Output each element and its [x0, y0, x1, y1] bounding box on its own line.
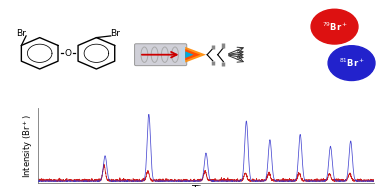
Text: $^{81}$Br$^+$: $^{81}$Br$^+$ [339, 57, 364, 69]
X-axis label: Time: Time [192, 185, 220, 187]
Y-axis label: Intensity (Br$^+$): Intensity (Br$^+$) [21, 114, 35, 178]
Text: Br: Br [110, 29, 120, 38]
Text: O: O [65, 49, 71, 58]
Ellipse shape [180, 47, 189, 63]
Polygon shape [185, 47, 206, 62]
FancyBboxPatch shape [135, 44, 187, 66]
Circle shape [311, 9, 358, 44]
Text: Br: Br [17, 29, 26, 38]
Polygon shape [185, 51, 194, 58]
Circle shape [328, 46, 375, 81]
Text: $^{79}$Br$^+$: $^{79}$Br$^+$ [322, 20, 347, 33]
Polygon shape [185, 49, 200, 60]
